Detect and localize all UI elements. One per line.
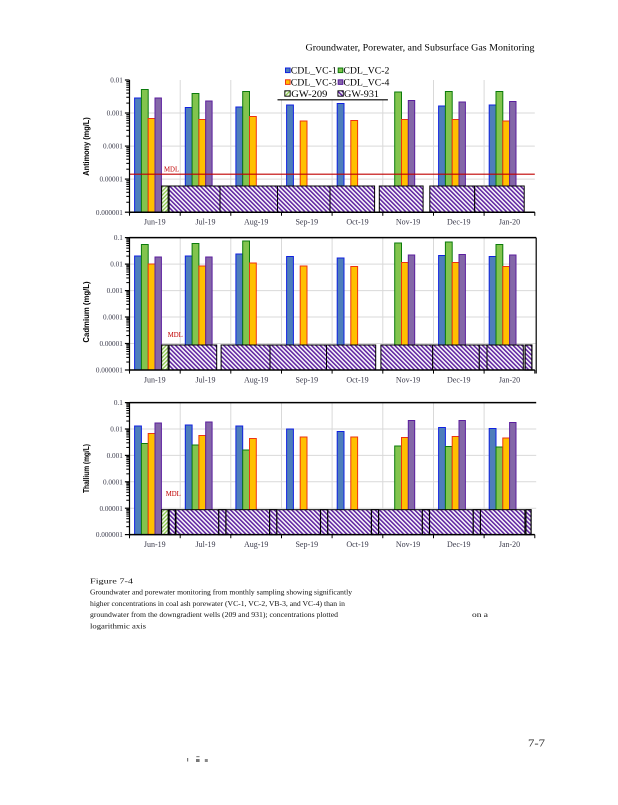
svg-text:0.0001: 0.0001 xyxy=(103,143,123,151)
svg-text:groundwater from the downgradi: groundwater from the downgradient wells … xyxy=(90,610,338,619)
svg-text:7-7: 7-7 xyxy=(528,738,546,750)
svg-text:Oct-19: Oct-19 xyxy=(346,375,368,384)
svg-text:0.1: 0.1 xyxy=(114,399,123,407)
svg-text:GW-931: GW-931 xyxy=(344,89,379,99)
svg-text:CDL_VC-4: CDL_VC-4 xyxy=(343,77,390,87)
svg-text:Oct-19: Oct-19 xyxy=(346,540,368,549)
svg-text:higher concentrations in coal: higher concentrations in coal ash porewa… xyxy=(90,599,345,608)
svg-text:MDL: MDL xyxy=(168,332,183,339)
svg-text:0.000001: 0.000001 xyxy=(96,531,123,539)
svg-text:0.01: 0.01 xyxy=(110,77,123,85)
svg-text:Jul-19: Jul-19 xyxy=(196,218,216,227)
svg-text:Cadmium (mg/L): Cadmium (mg/L) xyxy=(82,281,91,342)
svg-text:Aug-19: Aug-19 xyxy=(244,218,268,227)
svg-text:Dec-19: Dec-19 xyxy=(447,375,471,384)
svg-text:MDL: MDL xyxy=(166,491,181,498)
svg-text:Dec-19: Dec-19 xyxy=(447,540,471,549)
svg-text:logarithmic axis: logarithmic axis xyxy=(90,621,146,630)
svg-text:0.001: 0.001 xyxy=(107,452,124,460)
svg-text:0.000001: 0.000001 xyxy=(96,367,123,375)
svg-text:Figure 7-4: Figure 7-4 xyxy=(90,577,133,586)
svg-text:Jun-19: Jun-19 xyxy=(144,218,166,227)
svg-text:Thallium (mg/L): Thallium (mg/L) xyxy=(81,444,91,493)
svg-text:0.0001: 0.0001 xyxy=(103,314,123,322)
svg-text:Jun-19: Jun-19 xyxy=(144,375,166,384)
svg-text:Groundwater and porewater moni: Groundwater and porewater monitoring fro… xyxy=(90,588,352,597)
svg-text:Jan-20: Jan-20 xyxy=(499,375,520,384)
svg-text:CDL_VC-3: CDL_VC-3 xyxy=(291,77,338,87)
svg-text:Sep-19: Sep-19 xyxy=(295,375,318,384)
svg-text:Jan-20: Jan-20 xyxy=(499,540,520,549)
svg-text:Nov-19: Nov-19 xyxy=(396,540,420,549)
svg-text:CDL_VC-1: CDL_VC-1 xyxy=(291,66,337,76)
svg-text:Nov-19: Nov-19 xyxy=(396,218,420,227)
svg-text:CDL_VC-2: CDL_VC-2 xyxy=(343,66,389,76)
svg-text:Aug-19: Aug-19 xyxy=(244,540,268,549)
svg-text:Oct-19: Oct-19 xyxy=(346,218,368,227)
svg-text:0.00001: 0.00001 xyxy=(99,340,123,348)
svg-text:0.001: 0.001 xyxy=(107,287,124,295)
svg-text:0.001: 0.001 xyxy=(107,110,124,118)
svg-text:0.01: 0.01 xyxy=(110,261,123,269)
svg-text:0.00001: 0.00001 xyxy=(99,505,123,513)
svg-text:Jul-19: Jul-19 xyxy=(196,540,216,549)
svg-text:Jul-19: Jul-19 xyxy=(196,375,216,384)
svg-text:Jun-19: Jun-19 xyxy=(144,540,166,549)
svg-text:Sep-19: Sep-19 xyxy=(295,218,318,227)
svg-text:Dec-19: Dec-19 xyxy=(447,218,471,227)
svg-text:Sep-19: Sep-19 xyxy=(295,540,318,549)
svg-text:MDL: MDL xyxy=(164,167,179,174)
svg-text:on a: on a xyxy=(472,610,489,619)
svg-text:0.1: 0.1 xyxy=(114,234,123,242)
svg-text:0.01: 0.01 xyxy=(110,426,123,434)
svg-text:Nov-19: Nov-19 xyxy=(396,375,420,384)
svg-text:Antimony (mg/L): Antimony (mg/L) xyxy=(82,117,92,176)
svg-text:0.000001: 0.000001 xyxy=(96,209,123,217)
svg-text:Groundwater, Porewater, and Su: Groundwater, Porewater, and Subsurface G… xyxy=(306,43,535,54)
svg-text:0.0001: 0.0001 xyxy=(103,478,123,486)
svg-text:Jan-20: Jan-20 xyxy=(499,218,520,227)
svg-text:0.00001: 0.00001 xyxy=(99,176,123,184)
svg-text:Aug-19: Aug-19 xyxy=(244,375,268,384)
svg-text:GW-209: GW-209 xyxy=(291,89,328,99)
